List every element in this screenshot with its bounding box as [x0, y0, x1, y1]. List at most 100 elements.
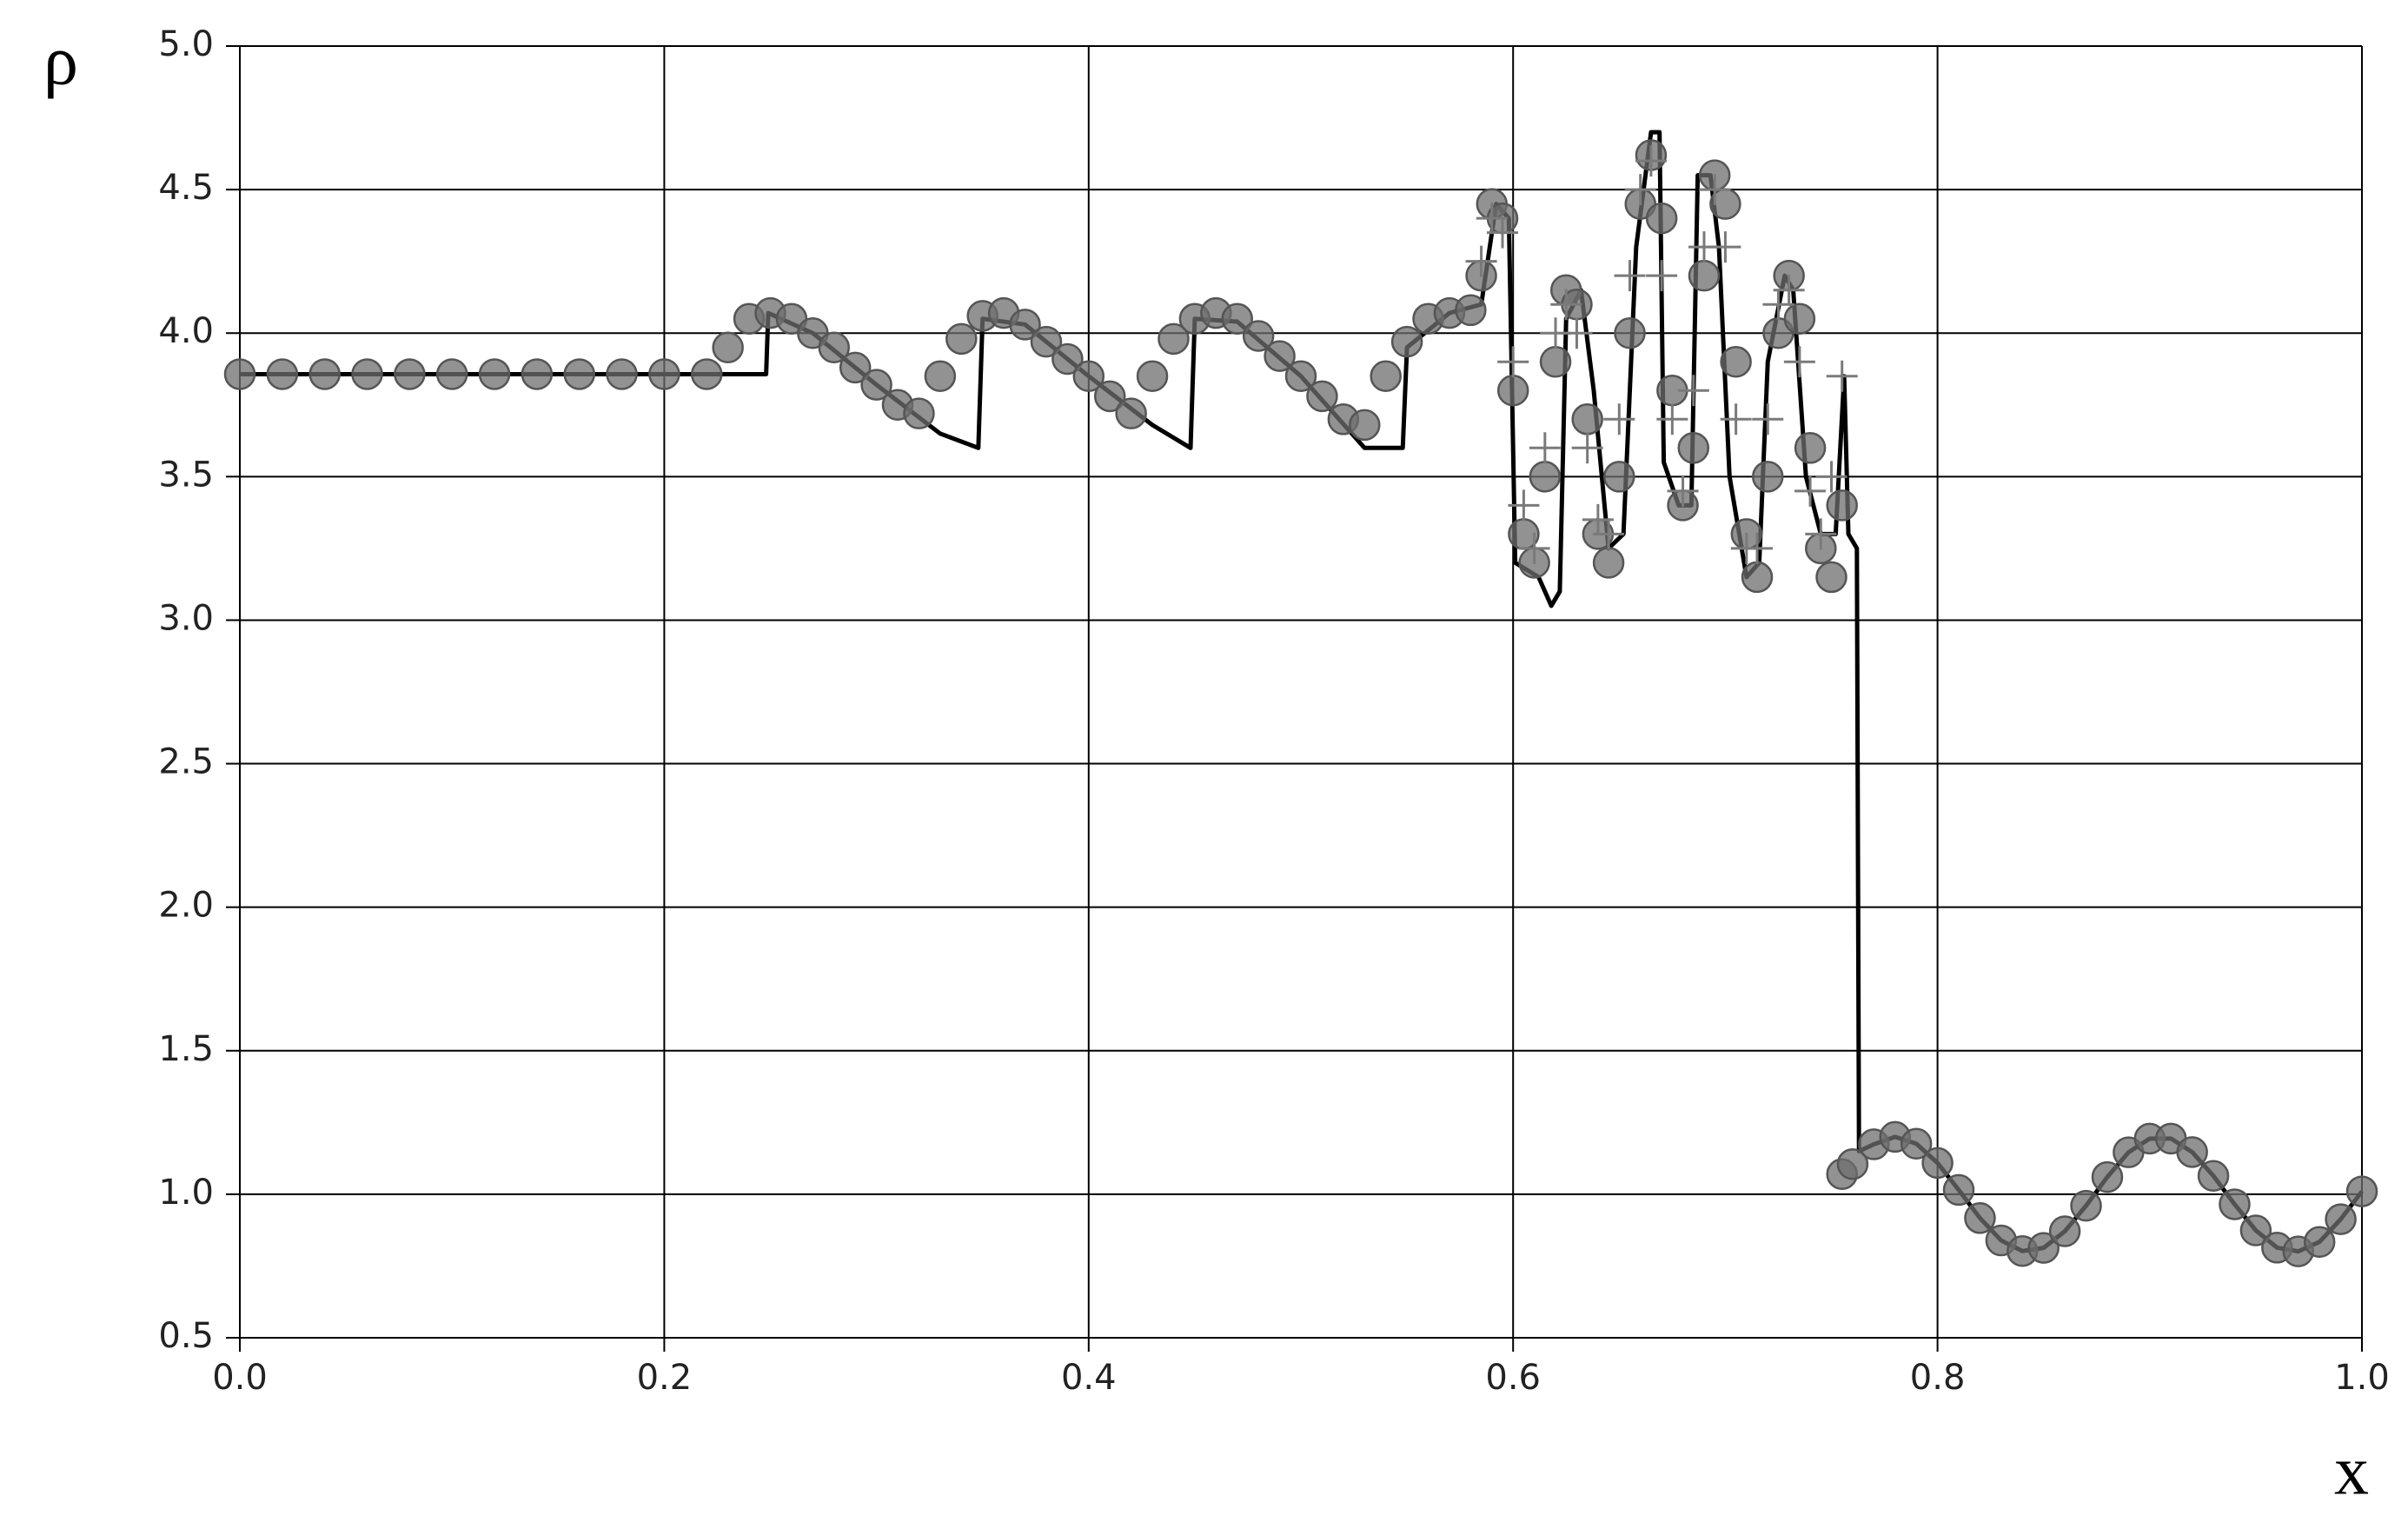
circle-marker	[1942, 1173, 1975, 1207]
plus-marker	[1497, 346, 1529, 378]
circle-marker	[563, 358, 595, 390]
circle-marker	[1370, 360, 1402, 393]
plus-marker	[1593, 518, 1625, 550]
plus-marker	[1677, 375, 1709, 407]
y-tick-label: 4.5	[158, 168, 214, 208]
circle-marker	[1826, 489, 1858, 522]
circle-marker	[1529, 461, 1562, 493]
circle-marker	[1093, 380, 1126, 413]
circle-marker	[1136, 360, 1169, 393]
circle-marker	[1720, 345, 1752, 378]
x-tick-label: 0.2	[637, 1358, 693, 1398]
plus-marker	[1550, 289, 1582, 321]
circle-marker	[1783, 302, 1816, 335]
circle-marker	[521, 358, 554, 390]
circle-marker	[1115, 397, 1147, 429]
plus-marker	[1667, 475, 1699, 507]
plus-marker	[1646, 260, 1678, 292]
plus-marker	[1614, 260, 1646, 292]
circle-marker	[2091, 1160, 2124, 1193]
plus-marker	[1518, 532, 1550, 564]
plus-marker	[1486, 216, 1518, 249]
circle-marker	[1741, 561, 1774, 594]
plus-marker	[1624, 174, 1656, 206]
x-tick-label: 0.4	[1061, 1358, 1117, 1398]
plus-marker	[1561, 317, 1593, 349]
circle-marker	[2325, 1203, 2357, 1235]
y-tick-label: 2.5	[158, 742, 214, 782]
plus-marker	[1571, 432, 1603, 464]
circle-marker	[223, 358, 256, 390]
circle-marker	[1539, 345, 1572, 378]
y-tick-label: 5.0	[158, 24, 214, 64]
circle-marker	[712, 331, 744, 363]
plus-marker	[1709, 231, 1741, 263]
plus-marker	[1826, 360, 1858, 392]
y-tick-label: 2.0	[158, 886, 214, 926]
circle-marker	[308, 358, 341, 390]
circle-marker	[478, 358, 511, 390]
circle-marker	[839, 351, 872, 384]
y-axis-label: ρ	[43, 23, 78, 99]
plus-marker	[1752, 403, 1784, 435]
circle-marker	[1921, 1147, 1954, 1180]
circle-marker	[1614, 316, 1646, 349]
circle-marker	[394, 358, 426, 390]
circle-marker	[1158, 322, 1190, 356]
circle-marker	[1964, 1202, 1996, 1234]
circle-marker	[1306, 380, 1338, 413]
circle-marker	[818, 331, 851, 363]
circle-marker	[2070, 1189, 2102, 1222]
circle-marker	[2239, 1214, 2272, 1246]
plus-marker	[1741, 532, 1774, 564]
circle-marker	[1264, 340, 1296, 372]
circle-marker	[1221, 302, 1253, 335]
circle-marker	[1688, 259, 1721, 292]
circle-marker	[1390, 325, 1423, 358]
circle-marker	[1603, 461, 1635, 493]
plus-marker	[1720, 403, 1752, 435]
plus-marker	[1699, 174, 1731, 206]
circle-marker	[1751, 461, 1784, 493]
plus-marker	[1529, 432, 1561, 464]
circle-marker	[903, 397, 935, 429]
circle-marker	[2048, 1215, 2081, 1247]
plus-marker	[1794, 475, 1827, 507]
circle-marker	[2303, 1226, 2336, 1258]
plus-marker	[1465, 245, 1497, 277]
x-tick-label: 0.0	[212, 1358, 268, 1398]
y-tick-label: 3.0	[158, 598, 214, 638]
plus-marker	[1635, 145, 1667, 177]
y-tick-label: 1.5	[158, 1029, 214, 1069]
circle-marker	[1677, 432, 1710, 464]
circle-marker	[1455, 294, 1487, 327]
data-line	[240, 130, 2364, 1254]
circle-marker	[1900, 1127, 1933, 1160]
x-tick-label: 0.6	[1485, 1358, 1541, 1398]
x-tick-label: 0.8	[1910, 1358, 1966, 1398]
circle-marker	[1030, 325, 1063, 358]
circle-marker	[2345, 1175, 2378, 1207]
circle-marker	[690, 358, 723, 390]
circle-marker	[924, 360, 957, 393]
circle-marker	[945, 322, 978, 356]
circle-marker	[1072, 360, 1105, 393]
x-tick-label: 1.0	[2334, 1358, 2390, 1398]
circle-marker	[2219, 1188, 2251, 1220]
circle-marker	[1836, 1147, 1869, 1180]
circle-marker	[1242, 320, 1275, 352]
plus-marker	[1805, 518, 1837, 550]
circle-marker	[1284, 360, 1317, 393]
circle-marker	[2197, 1160, 2230, 1193]
x-axis-label: x	[2334, 1433, 2369, 1509]
circle-marker	[648, 358, 680, 390]
plus-marker	[1773, 274, 1805, 306]
y-tick-label: 0.5	[158, 1316, 214, 1356]
circle-marker	[1794, 432, 1827, 464]
plus-marker	[1815, 461, 1847, 493]
y-tick-label: 4.0	[158, 311, 214, 351]
plus-marker	[1603, 403, 1635, 435]
circle-marker	[2176, 1136, 2208, 1168]
